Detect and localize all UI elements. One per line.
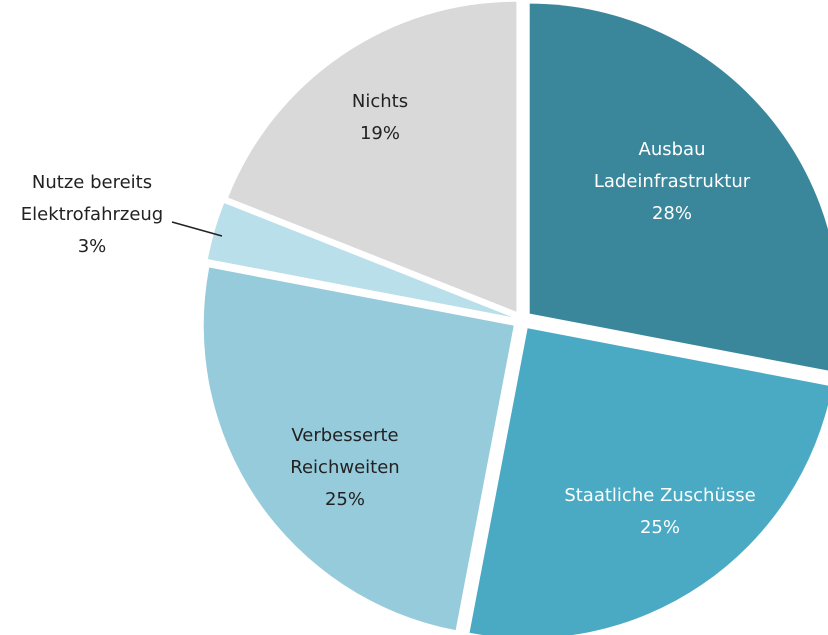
- slice-label: Staatliche Zuschüsse 25%: [540, 480, 780, 544]
- slice-name: Nutze bereits Elektrofahrzeug: [20, 172, 164, 225]
- pie-slice: [529, 3, 828, 371]
- slice-value: 19%: [359, 123, 400, 144]
- slice-name: Nichts: [351, 91, 409, 112]
- leader-line: [171, 221, 223, 237]
- slice-label: Nichts 19%: [305, 86, 455, 150]
- pie-slice: [228, 1, 517, 312]
- slice-value: 28%: [651, 203, 692, 224]
- slice-value: 25%: [639, 517, 680, 538]
- slice-value: 3%: [77, 236, 107, 257]
- slice-name: Verbesserte Reichweiten: [290, 425, 400, 478]
- slice-label: Nutze bereits Elektrofahrzeug 3%: [7, 167, 177, 263]
- pie-slice: [203, 267, 514, 631]
- slice-label: Ausbau Ladeinfrastruktur 28%: [587, 134, 757, 230]
- slice-name: Staatliche Zuschüsse: [564, 485, 756, 506]
- slice-value: 25%: [324, 489, 365, 510]
- slice-label: Verbesserte Reichweiten 25%: [270, 420, 420, 516]
- pie-slice: [207, 203, 513, 318]
- slice-name: Ausbau Ladeinfrastruktur: [593, 139, 751, 192]
- pie-slice: [469, 328, 828, 635]
